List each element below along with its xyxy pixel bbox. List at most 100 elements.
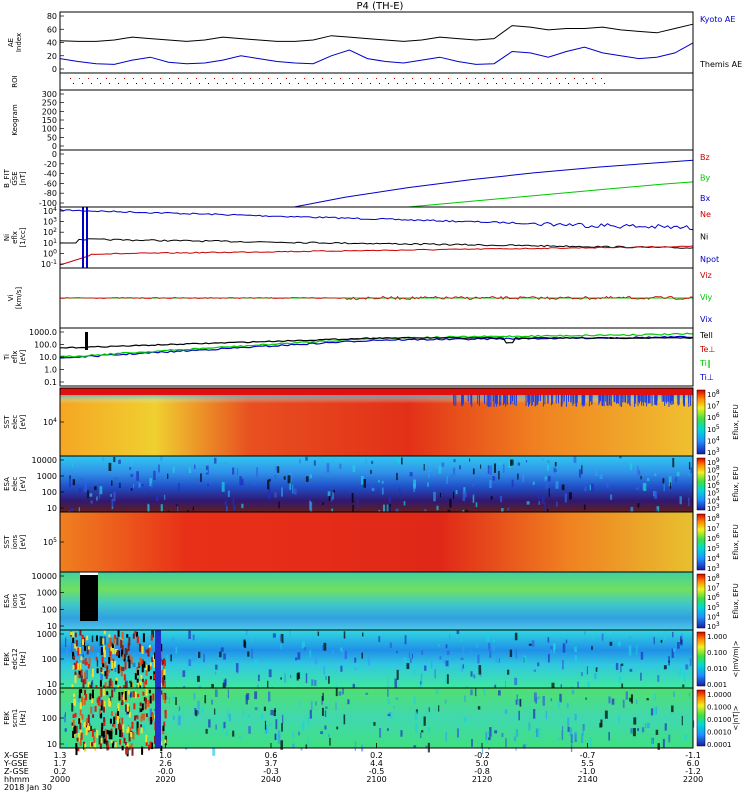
spectrogram-texture — [555, 481, 559, 489]
spectrogram-texture — [640, 672, 642, 681]
fbk-burst — [149, 647, 152, 652]
legend-entry: Te⊥ — [699, 345, 715, 354]
spectrogram-texture — [96, 657, 99, 667]
spectrogram-texture — [151, 630, 155, 638]
spectrogram-texture — [382, 504, 385, 513]
panel-roi — [70, 78, 605, 84]
spectrogram-texture — [533, 708, 536, 719]
spectrogram-texture — [94, 728, 96, 733]
ytick-label: 100.0 — [34, 341, 57, 350]
spectrogram-texture — [370, 469, 372, 474]
fbk-burst — [150, 742, 153, 750]
spectrogram-texture — [91, 683, 95, 689]
spectrogram-texture — [599, 474, 603, 480]
spectrogram-texture — [421, 650, 424, 655]
fbk-burst — [137, 669, 140, 676]
fbk-burst — [134, 715, 137, 721]
spectrogram-texture — [354, 657, 357, 663]
spectrogram-texture — [106, 693, 110, 697]
ytick-label: 0 — [52, 65, 57, 74]
fbk-burst — [97, 696, 100, 706]
ylabel-text: elec — [11, 477, 19, 492]
sst-e-stripe — [622, 395, 624, 403]
fbk-burst — [111, 644, 114, 649]
spectrogram-texture — [498, 471, 500, 480]
legend-entry: Bx — [700, 194, 710, 203]
spectrogram-texture — [66, 649, 68, 657]
spectrogram-texture — [642, 483, 645, 491]
spectrogram-texture — [277, 466, 280, 473]
spectrogram-texture — [656, 506, 660, 514]
roi-dot — [421, 78, 422, 79]
fbk-burst — [125, 746, 128, 755]
sst-e-stripe — [651, 395, 653, 404]
spectrogram-texture — [125, 677, 127, 684]
fbk-burst — [89, 693, 92, 700]
spectrogram-texture — [554, 461, 557, 467]
spectrogram-texture — [587, 681, 590, 689]
spectrogram-texture — [311, 679, 314, 686]
spectrogram-texture — [470, 689, 473, 696]
panel-density — [59, 207, 694, 268]
ytick-label: -80 — [44, 189, 57, 198]
spectrogram-texture — [219, 651, 222, 658]
spectrogram-texture — [390, 711, 393, 720]
fbk-burst — [95, 656, 98, 661]
spectrogram-texture — [98, 735, 101, 745]
ylabel-sst_i: SST ions [eV] — [3, 534, 27, 549]
fbk-burst — [160, 643, 163, 652]
spectrogram-texture — [182, 670, 186, 677]
spectrogram-texture — [504, 680, 507, 691]
fbk-burst — [126, 703, 129, 712]
fbk-burst — [141, 703, 144, 711]
fbk-burst — [160, 741, 163, 746]
roi-dot — [106, 78, 107, 79]
spectrogram-texture — [485, 732, 487, 740]
roi-dot — [388, 83, 389, 84]
ylabel-text: [eV] — [19, 593, 27, 608]
spectrogram-texture — [84, 483, 87, 492]
legend-entry: Ne — [700, 210, 711, 219]
spectrogram-texture — [556, 501, 558, 507]
spectrogram-texture — [547, 475, 551, 482]
colorbar-sst_i — [696, 513, 706, 571]
fbk-burst — [163, 665, 166, 669]
ytick-label: 250 — [42, 99, 57, 108]
roi-dot — [430, 78, 431, 79]
spectrogram-texture — [258, 674, 260, 682]
spectrogram-texture — [613, 631, 615, 641]
fbk-burst — [81, 696, 84, 706]
frame-roi — [59, 72, 694, 91]
fbk-burst — [87, 729, 90, 733]
ytick-label: 10 — [47, 504, 57, 513]
ytick-label: -20 — [44, 160, 57, 169]
fbk-burst — [132, 691, 135, 698]
spectrogram-texture — [340, 647, 343, 652]
spectrogram-texture — [64, 712, 66, 717]
spectrogram-texture — [110, 493, 113, 497]
spectrogram-texture — [550, 647, 553, 655]
spectrogram-texture — [566, 703, 569, 708]
spectrogram-texture — [633, 717, 637, 725]
spectrogram-texture — [280, 633, 284, 644]
spectrogram-texture — [107, 661, 111, 670]
fbk-burst — [118, 691, 121, 701]
ephemeris-label: Y-GSE — [3, 759, 27, 768]
fbk-burst — [72, 665, 75, 670]
sst-e-stripe — [616, 395, 618, 404]
spectrogram-texture — [477, 654, 480, 664]
fbk-burst — [147, 648, 150, 657]
spectrogram-texture — [64, 728, 67, 732]
fbk-burst — [153, 673, 156, 680]
spectrogram-texture — [625, 691, 628, 700]
ylabel-text: edc12 — [11, 648, 19, 670]
ytick-label: 1000 — [37, 688, 57, 697]
fbk-burst — [102, 730, 105, 738]
colorbar-sst_e — [696, 389, 706, 455]
spectrogram-texture — [315, 701, 317, 706]
spectrogram-texture — [269, 478, 271, 482]
spectrogram-texture — [129, 467, 132, 470]
spectrogram-fbk_e — [60, 630, 693, 688]
roi-dot — [349, 78, 350, 79]
sst-e-stripe — [496, 395, 498, 407]
